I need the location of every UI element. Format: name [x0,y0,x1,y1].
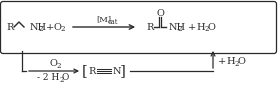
Text: N: N [113,67,121,75]
Text: R: R [6,22,14,31]
Text: O: O [156,9,164,18]
Text: H: H [227,58,235,67]
Text: R: R [88,67,96,75]
Text: NH: NH [30,22,47,31]
Text: 2: 2 [60,25,65,33]
Text: O: O [237,58,245,67]
Text: 2: 2 [177,25,182,33]
Text: [: [ [82,64,88,78]
Text: 2: 2 [59,76,64,84]
Text: 2: 2 [56,62,61,70]
Text: O: O [207,22,215,31]
FancyBboxPatch shape [1,2,277,53]
Text: - 2 H: - 2 H [37,74,59,82]
Text: NH: NH [169,22,186,31]
Text: R: R [146,22,154,31]
Text: +: + [218,58,226,67]
Text: +: + [46,22,54,31]
Text: O: O [61,74,69,82]
Text: O: O [53,22,61,31]
Text: 2: 2 [38,25,43,33]
Text: 2: 2 [205,25,209,33]
Text: [M]: [M] [96,15,111,24]
Text: 2: 2 [235,60,239,69]
Text: cat: cat [108,18,118,26]
Text: H: H [197,22,205,31]
Text: +: + [188,22,196,31]
Text: ]: ] [120,64,126,78]
Text: O: O [49,60,57,69]
